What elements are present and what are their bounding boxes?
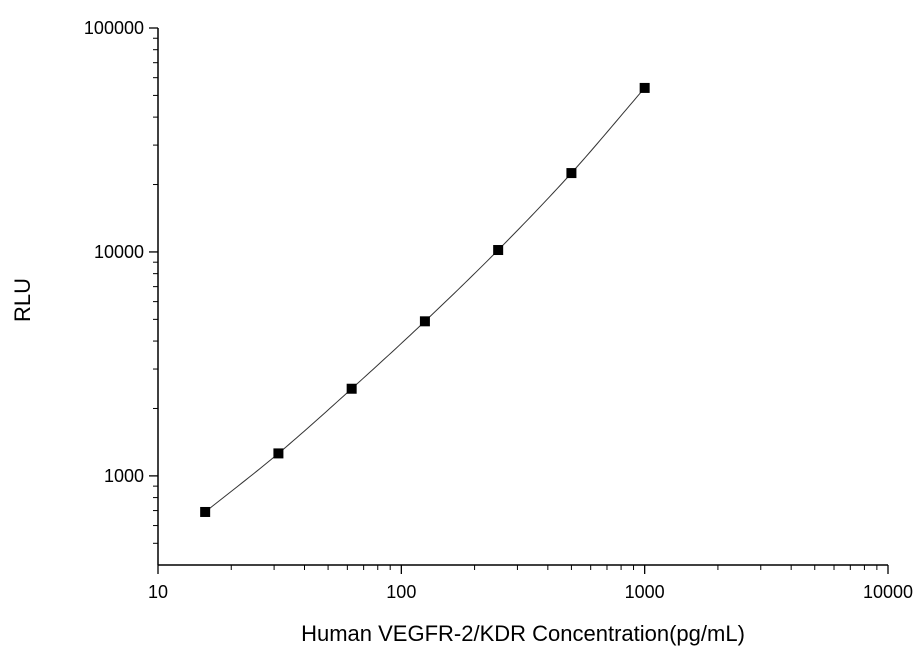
data-point xyxy=(493,245,504,256)
x-tick-label: 10000 xyxy=(863,582,913,602)
data-point xyxy=(200,506,211,517)
fit-curve xyxy=(204,87,646,513)
data-point xyxy=(346,383,357,394)
x-tick-label: 100 xyxy=(386,582,416,602)
data-point xyxy=(419,316,430,327)
y-tick-label: 10000 xyxy=(94,242,144,262)
y-axis-title: RLU xyxy=(10,278,35,322)
x-axis-title: Human VEGFR-2/KDR Concentration(pg/mL) xyxy=(301,621,745,646)
ticks xyxy=(149,27,889,574)
axes xyxy=(157,28,888,566)
tick-labels: 10 100 1000 10000 1000 10000 100000 xyxy=(84,18,913,602)
y-tick-label: 1000 xyxy=(104,466,144,486)
data-point xyxy=(639,82,650,93)
fit-curve-layer xyxy=(204,87,646,513)
x-tick-label: 10 xyxy=(148,582,168,602)
data-point xyxy=(273,448,284,459)
x-tick-label: 1000 xyxy=(625,582,665,602)
data-points xyxy=(200,82,650,517)
data-point xyxy=(566,168,577,179)
y-tick-label: 100000 xyxy=(84,18,144,38)
